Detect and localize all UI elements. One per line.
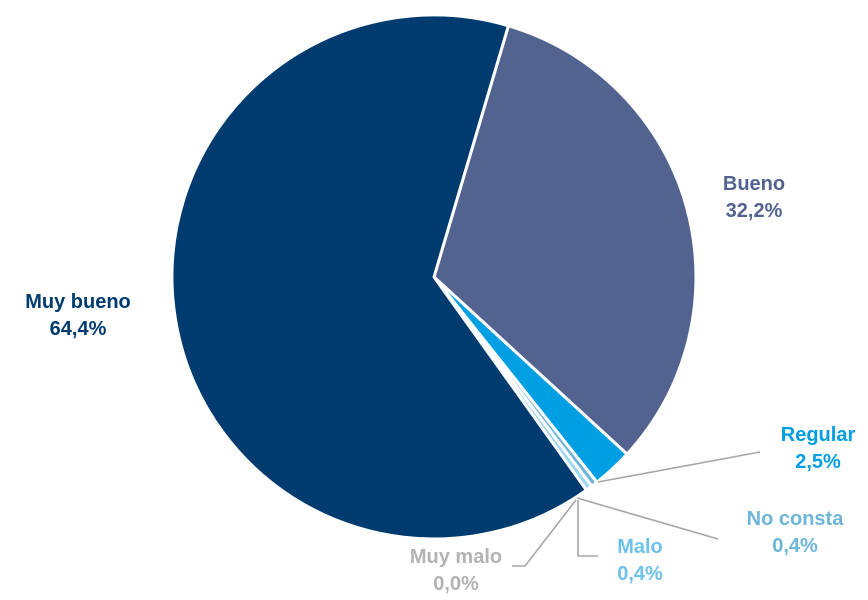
leader-line-muy-malo [512,499,577,567]
slice-value-muy-bueno: 64,4% [50,318,107,340]
slice-value-no-consta: 0,4% [772,535,818,557]
leader-lines [512,451,761,567]
slice-name-muy-bueno: Muy bueno [25,291,131,313]
slice-name-bueno: Bueno [723,173,785,195]
leader-line-no-consta [576,497,719,540]
slice-name-regular: Regular [781,424,856,446]
slice-value-bueno: 32,2% [726,200,783,222]
slice-value-regular: 2,5% [795,451,841,473]
pie-slice-muy-bueno [170,13,588,541]
slice-name-no-consta: No consta [747,508,845,530]
pie-slices [170,13,698,541]
leader-line-regular [597,451,761,483]
slice-labels: Bueno 32,2% Regular 2,5% No consta 0,4% Malo 0,… [25,173,855,595]
leader-line-malo [577,500,598,557]
slice-name-muy-malo: Muy malo [410,546,502,568]
slice-value-muy-malo: 0,0% [433,573,479,595]
slice-value-malo: 0,4% [617,563,663,585]
pie-slice-bueno [432,24,698,456]
slice-name-malo: Malo [617,536,663,558]
